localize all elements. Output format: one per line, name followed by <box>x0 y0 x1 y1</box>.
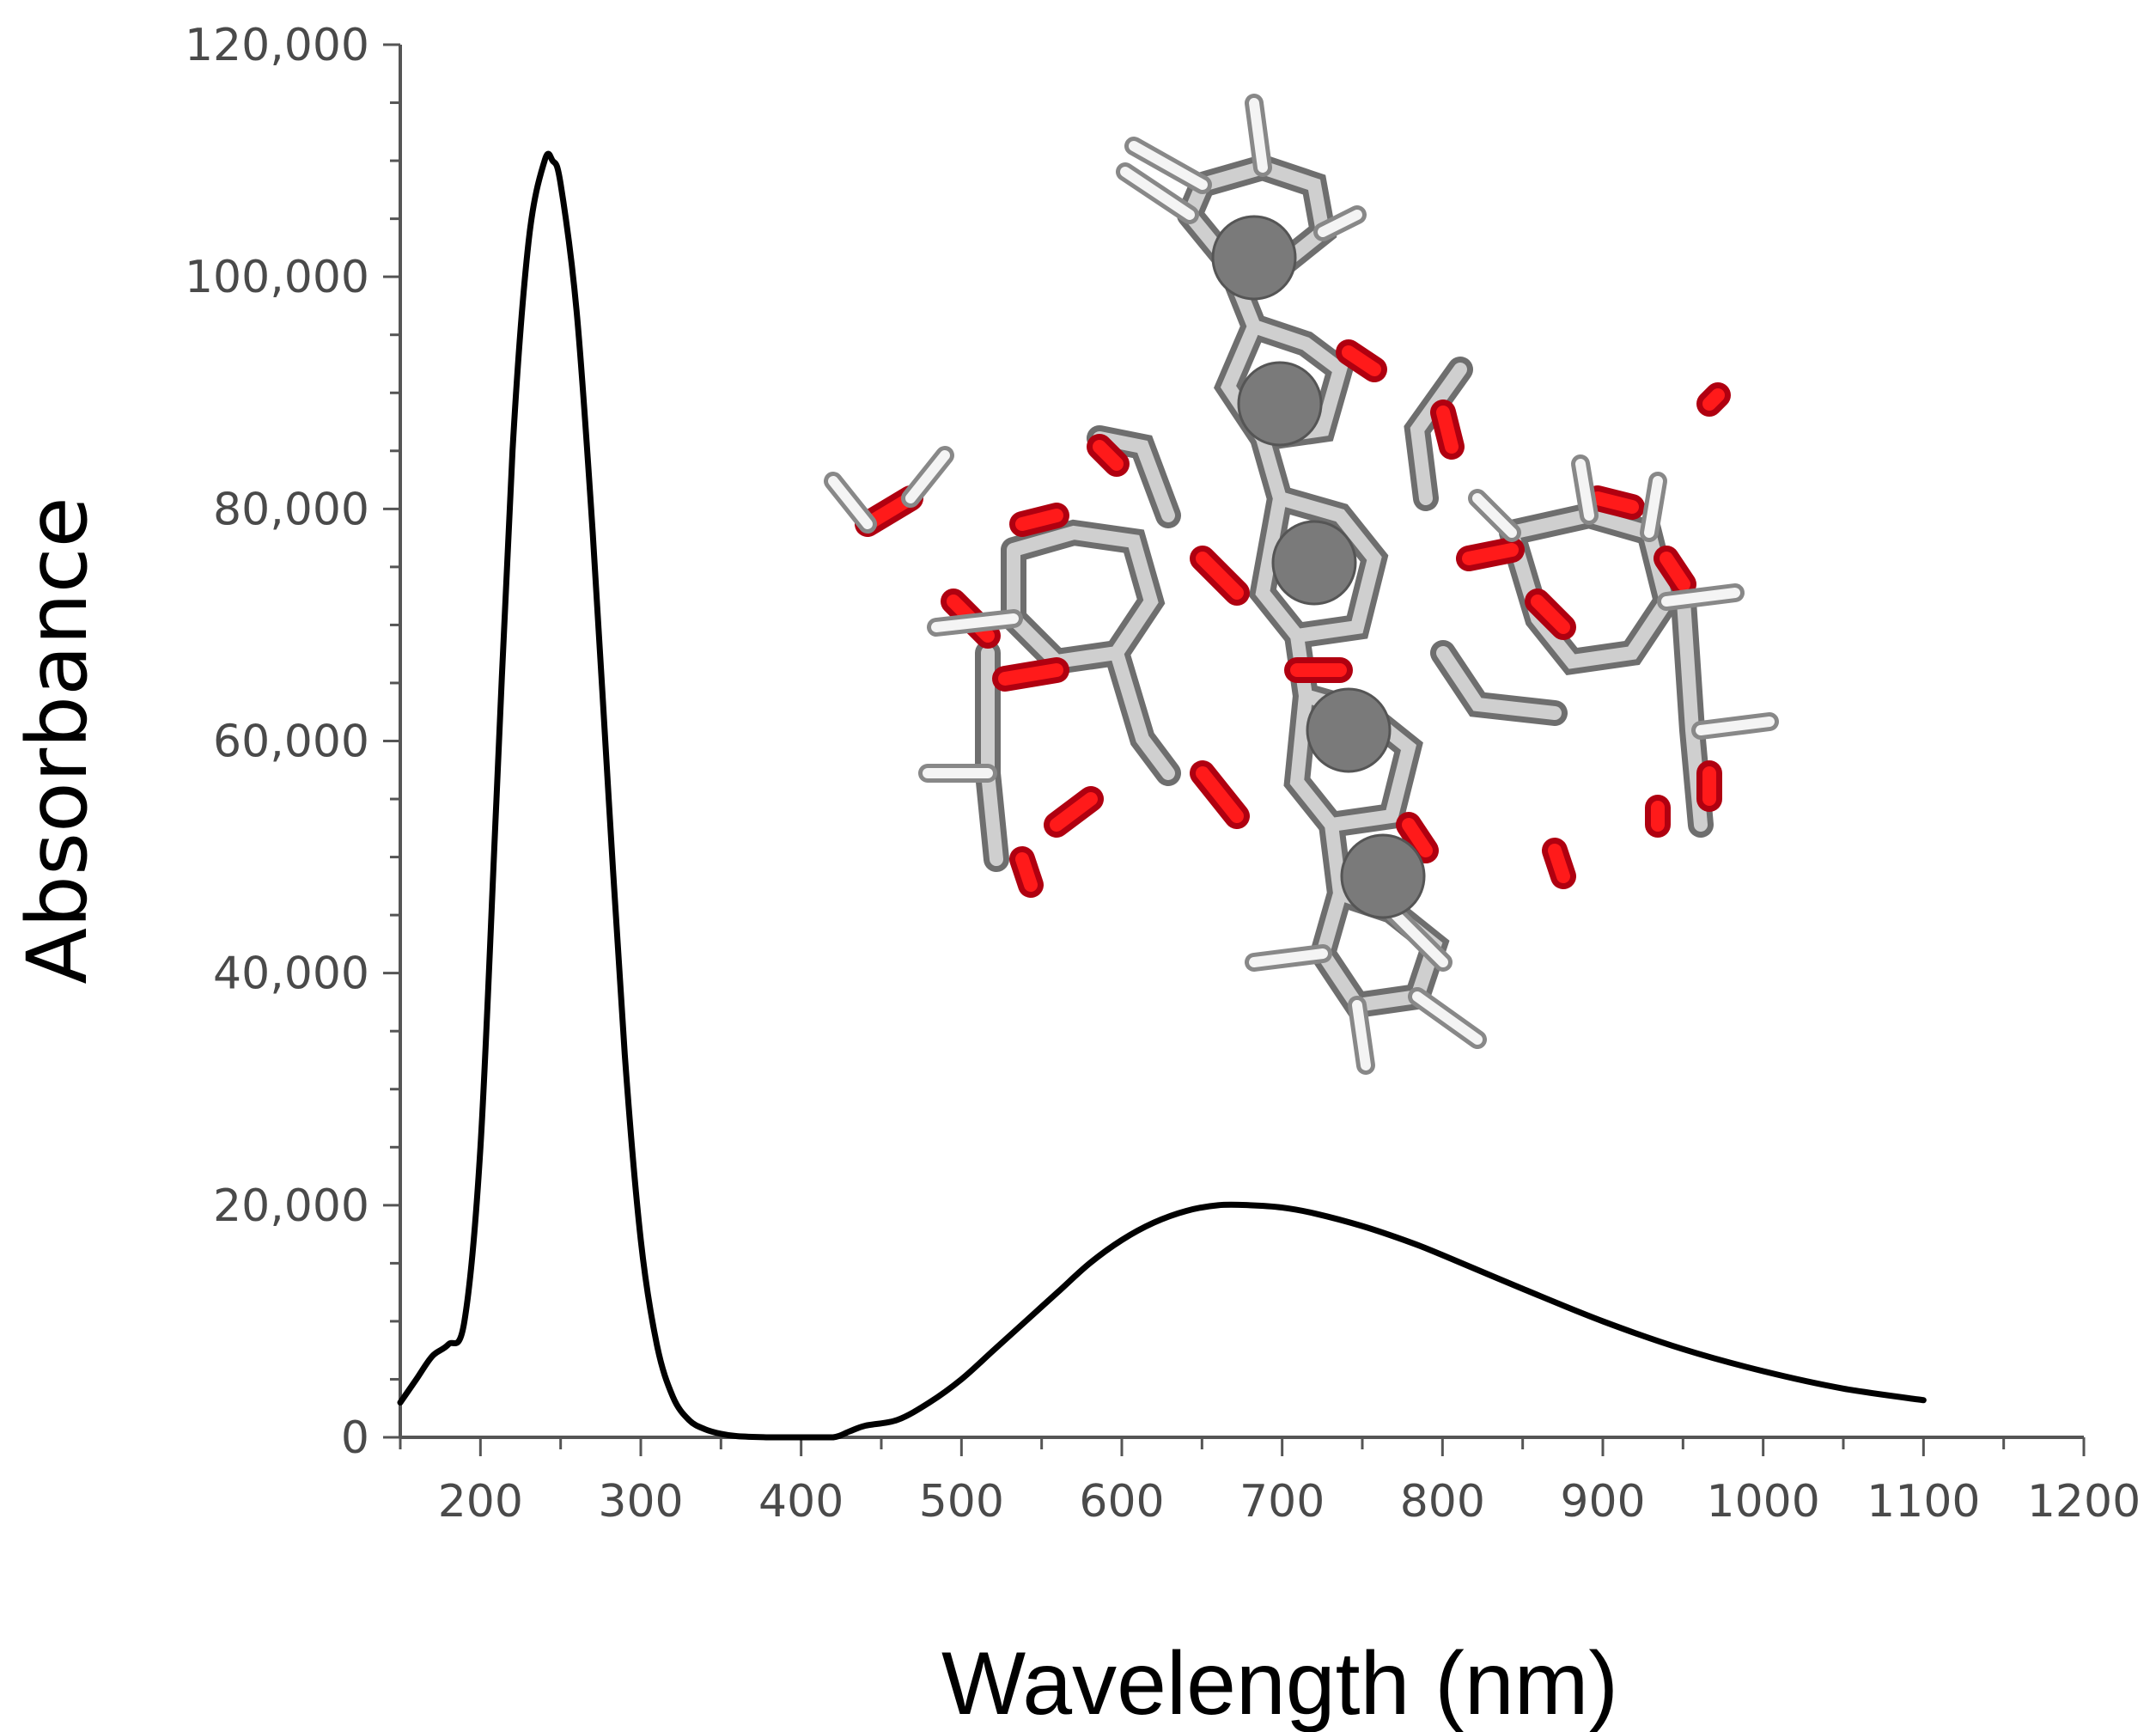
absorbance-curve <box>397 150 1927 1441</box>
x-tick-label: 400 <box>758 1476 844 1528</box>
x-tick-label: 1000 <box>1706 1476 1819 1528</box>
y-tick-label: 60,000 <box>213 717 369 768</box>
y-tick-label: 100,000 <box>185 252 369 303</box>
y-tick-label: 80,000 <box>213 484 369 535</box>
x-tick-label: 600 <box>1079 1476 1164 1528</box>
y-tick-label: 0 <box>341 1412 369 1464</box>
x-tick-label: 1200 <box>2027 1476 2141 1528</box>
x-tick-label: 900 <box>1560 1476 1645 1528</box>
molecule-stick-model-image <box>824 94 1779 1075</box>
x-tick-label: 200 <box>438 1476 523 1528</box>
y-tick-labels: 0 20,000 40,000 60,000 80,000 100,000 120,000 <box>185 20 369 1464</box>
x-ticks <box>399 1437 2086 1456</box>
y-axis-title: Absorbance <box>9 497 106 984</box>
y-tick-label: 40,000 <box>213 948 369 1000</box>
x-tick-label: 300 <box>598 1476 683 1528</box>
x-tick-label: 800 <box>1400 1476 1485 1528</box>
x-axis-title: Wavelength (nm) <box>941 1634 1618 1732</box>
x-tick-label: 700 <box>1239 1476 1325 1528</box>
y-tick-label: 120,000 <box>185 20 369 71</box>
x-tick-label: 1100 <box>1867 1476 1980 1528</box>
y-ticks <box>383 43 400 1439</box>
x-tick-labels: 200 300 400 500 600 700 800 900 1000 1100 1200 <box>438 1476 2141 1528</box>
y-tick-label: 20,000 <box>213 1180 369 1232</box>
x-tick-label: 500 <box>919 1476 1004 1528</box>
